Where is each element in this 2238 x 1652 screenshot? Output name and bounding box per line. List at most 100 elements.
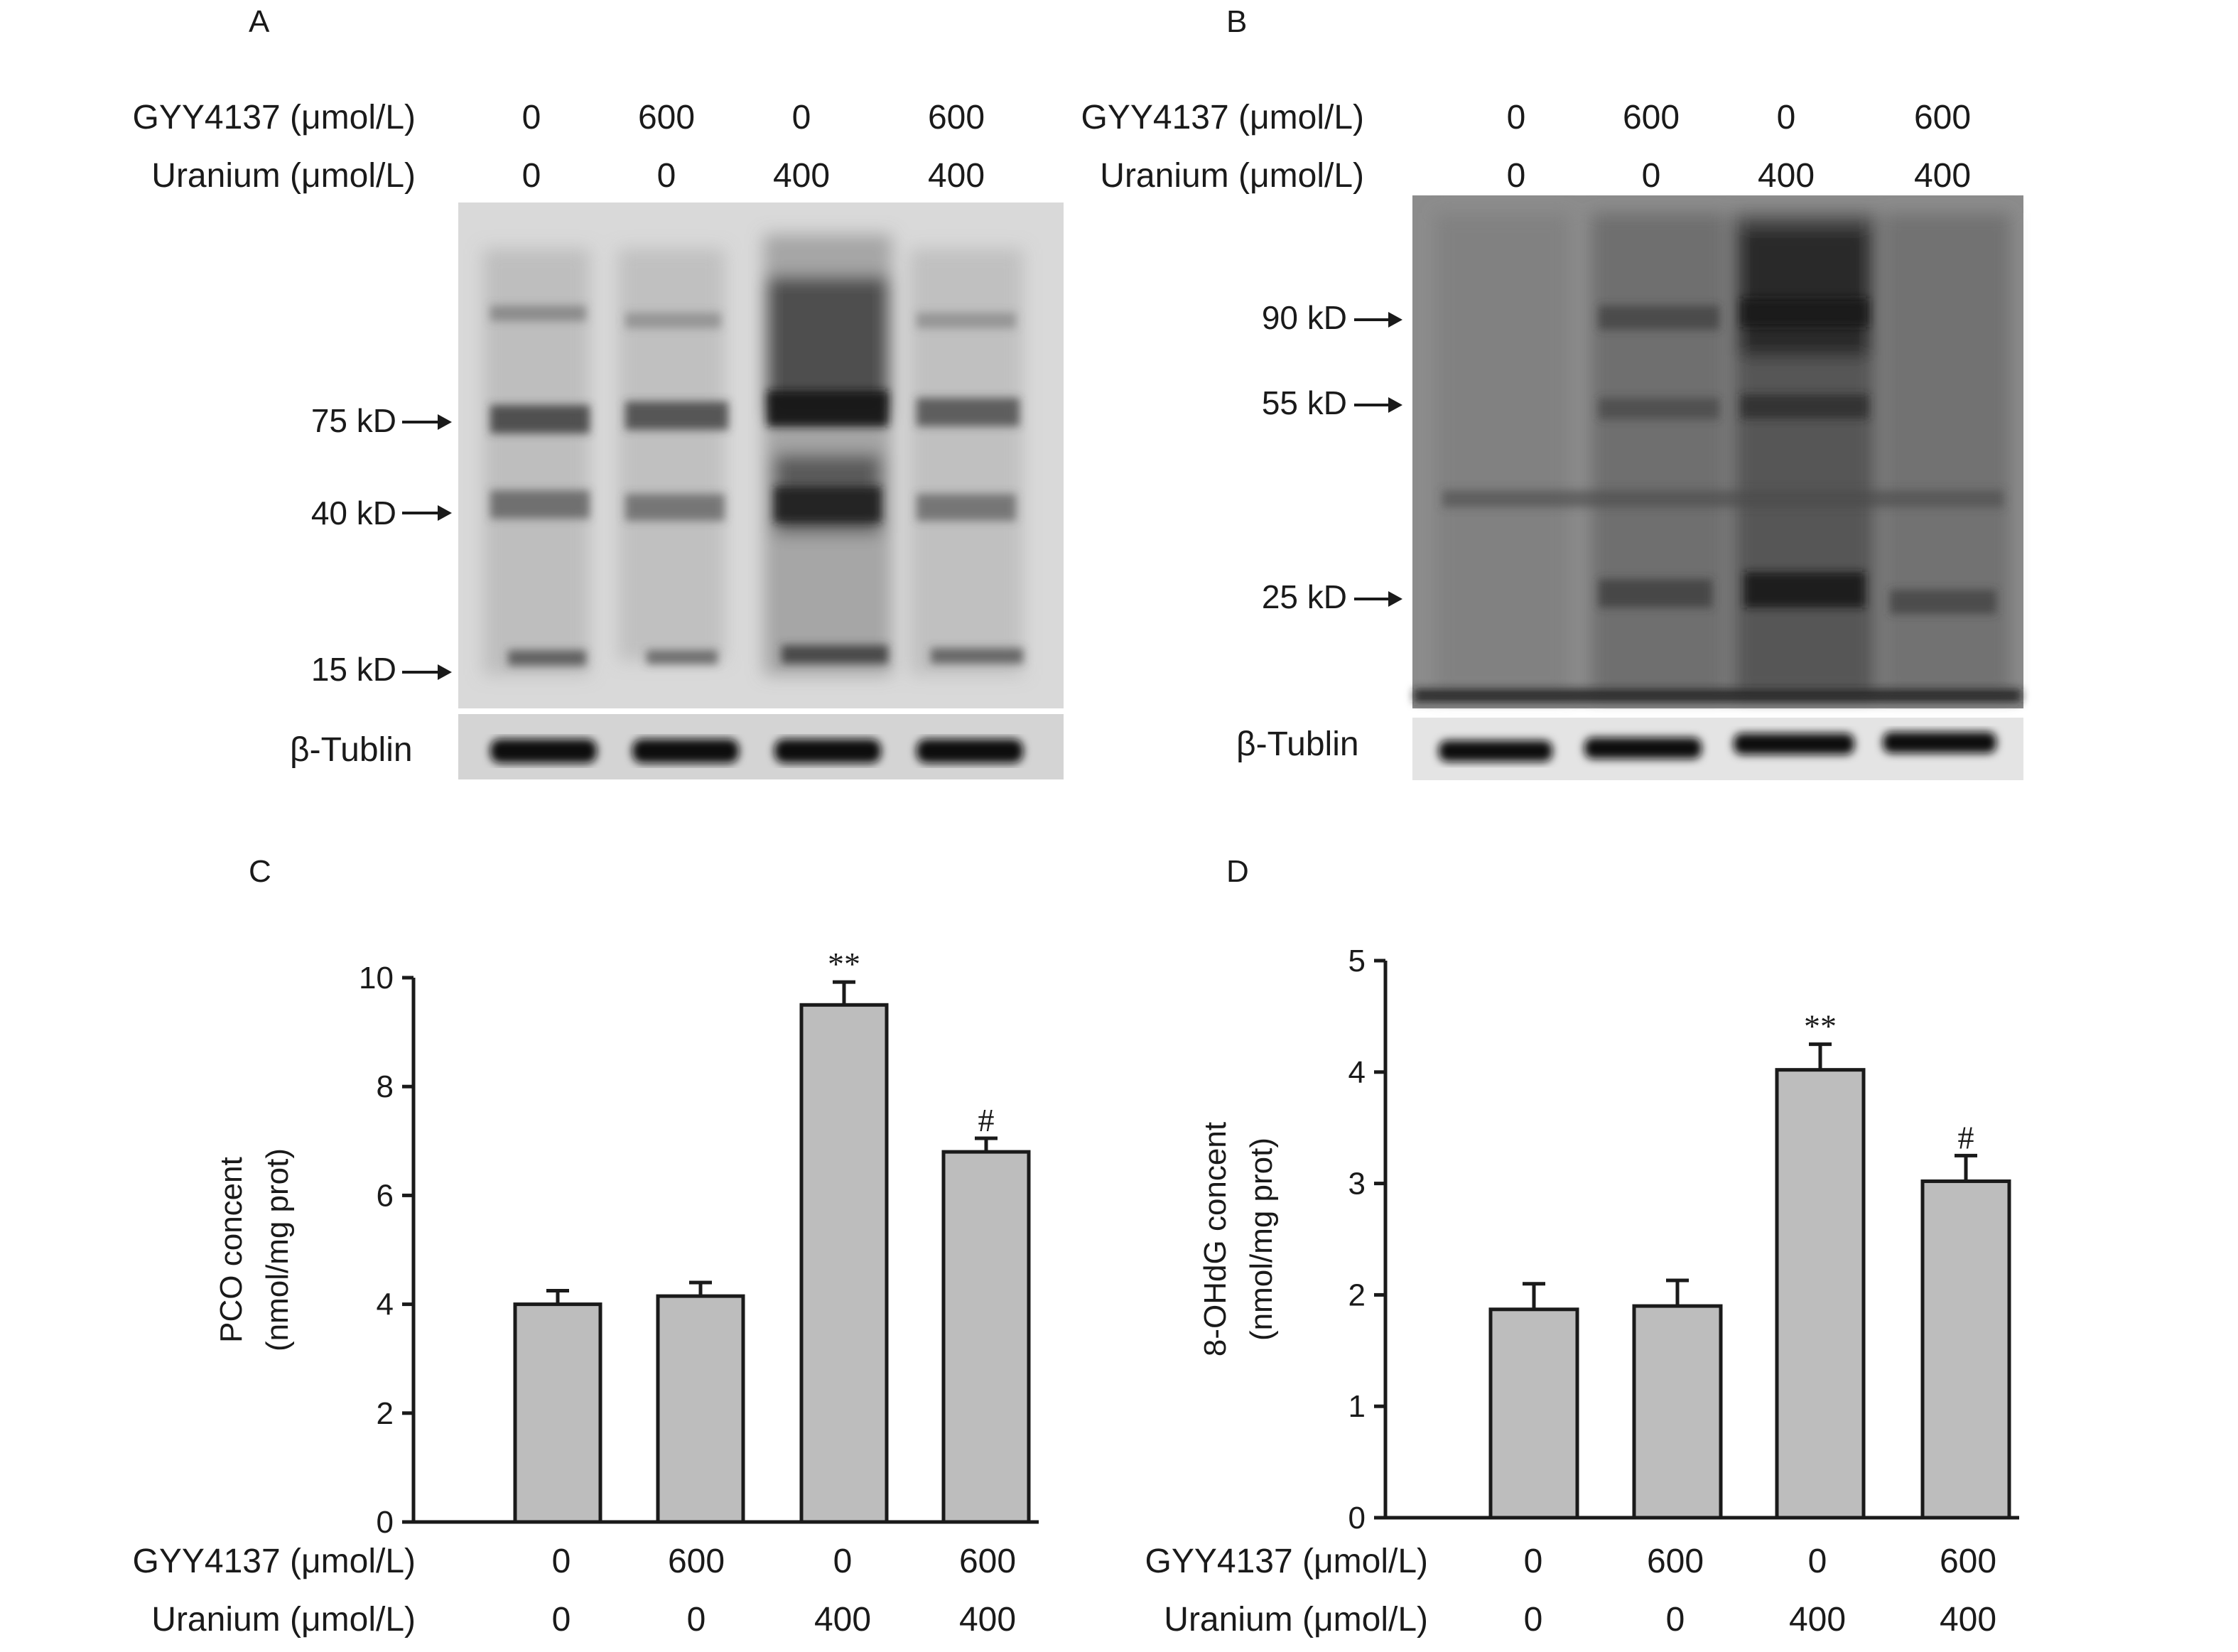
panel-c-significance-mark: ** <box>828 946 860 982</box>
panel-b-loading-band <box>1883 732 1996 753</box>
panel-c-uranium-value: 400 <box>958 1601 1017 1638</box>
panel-a-uranium-value: 0 <box>521 157 541 195</box>
panel-a-uranium-value: 0 <box>656 157 676 195</box>
panel-d-chart: 0 1 2 3 4 5 8-OHdG concent (nmol/mg prot) ** # <box>1198 944 2019 1535</box>
panel-d-gyy-value: 600 <box>1939 1543 1997 1580</box>
panel-c-gyy-label: GYY4137 (μmol/L) <box>132 1543 416 1580</box>
panel-b-loading-band <box>1734 733 1854 755</box>
panel-d-y-tick-label: 4 <box>1348 1055 1366 1090</box>
panel-c-gyy-value: 0 <box>551 1543 571 1580</box>
panel-b-bottom-line <box>1414 689 2021 702</box>
panel-b-band-90 <box>1741 298 1869 327</box>
panel-c-y-tick-label: 8 <box>377 1069 394 1104</box>
panel-c-uranium-value: 400 <box>813 1601 872 1638</box>
panel-b-blot <box>1412 195 2023 708</box>
panel-c-y-label-unit: (nmol/mg prot) <box>260 1148 295 1351</box>
panel-c-y-tick-label: 10 <box>359 961 394 995</box>
panel-d-y-tick-label: 3 <box>1348 1167 1366 1202</box>
panel-b-loading-label: β-Tublin <box>1236 725 1359 763</box>
panel-b-band-25 <box>1599 579 1712 608</box>
panel-c-gyy-value: 0 <box>833 1543 853 1580</box>
panel-a-lane <box>618 249 725 661</box>
panel-c-bar <box>656 1294 745 1524</box>
panel-b-marker-55: 55 kD <box>1261 384 1347 421</box>
panel-d-bar <box>1775 1068 1866 1520</box>
panel-b-band-25 <box>1744 572 1865 608</box>
panel-a-marker-75: 75 kD <box>310 402 396 439</box>
panel-d-uranium-value: 400 <box>1788 1601 1847 1638</box>
panel-b-gyy-value: 600 <box>1913 99 1972 136</box>
panel-a-gyy-value: 600 <box>637 99 696 136</box>
panel-b-marker-25: 25 kD <box>1261 578 1347 615</box>
panel-d-significance-mark: # <box>1958 1119 1974 1155</box>
panel-b-gyy-label: GYY4137 (μmol/L) <box>1081 99 1364 136</box>
panel-c-significance-mark: # <box>978 1102 995 1138</box>
panel-a-band-15 <box>508 650 586 666</box>
panel-c-chart: 0 2 4 6 8 10 PCO concent (nmol/mg prot) ** # <box>214 946 1039 1540</box>
panel-a-uranium-value: 400 <box>927 157 985 195</box>
panel-d-uranium-value: 400 <box>1939 1601 1997 1638</box>
panel-b-band-90 <box>1599 306 1719 330</box>
panel-d-bar <box>1632 1304 1723 1520</box>
panel-a-band-40 <box>917 494 1016 521</box>
panel-b-uranium-value: 0 <box>1641 157 1661 195</box>
panel-c-gyy-value: 600 <box>958 1543 1017 1580</box>
panel-a-marker-15: 15 kD <box>310 651 396 688</box>
panel-a-marker-40: 40 kD <box>310 495 396 531</box>
panel-c-uranium-value: 0 <box>686 1601 706 1638</box>
panel-a-gyy-value: 0 <box>521 99 541 136</box>
panel-a-gyy-label: GYY4137 (μmol/L) <box>132 99 416 136</box>
panel-d-y-tick-label: 2 <box>1348 1278 1366 1312</box>
panel-a-letter: A <box>249 4 270 39</box>
panel-b-uranium-value: 0 <box>1506 157 1526 195</box>
panel-b-uranium-value: 400 <box>1913 157 1972 195</box>
panel-a-band-15 <box>647 650 718 664</box>
panel-a-band-75 <box>767 391 888 426</box>
panel-b-lane <box>1591 213 1726 696</box>
panel-b-loading-blot <box>1412 718 2023 780</box>
panel-a-blot <box>458 203 1064 708</box>
panel-a-band-40 <box>490 490 590 519</box>
panel-a-band-15 <box>782 645 888 664</box>
panel-d-gyy-value: 600 <box>1646 1543 1704 1580</box>
panel-d-letter: D <box>1226 854 1249 889</box>
panel-d-uranium-label: Uranium (μmol/L) <box>1164 1601 1428 1638</box>
panel-a-uranium-value: 400 <box>772 157 831 195</box>
panel-d-bar <box>1488 1307 1579 1520</box>
panel-b-loading-band <box>1439 740 1552 762</box>
panel-a-band-40 <box>774 487 881 522</box>
panel-a-uranium-label: Uranium (μmol/L) <box>151 157 416 195</box>
panel-d-y-label-unit: (nmol/mg prot) <box>1244 1138 1279 1341</box>
panel-a-loading-band <box>774 739 881 763</box>
panel-c-uranium-value: 0 <box>551 1601 571 1638</box>
panel-a-marker-arrow <box>402 505 452 521</box>
panel-b-marker-arrow <box>1354 397 1402 413</box>
panel-d-y-label: 8-OHdG concent <box>1198 1122 1233 1356</box>
panel-a-marker-arrow <box>402 664 452 680</box>
panel-b-lane <box>1435 213 1570 696</box>
panel-c-y-tick-label: 2 <box>377 1396 394 1431</box>
panel-a-loading-band <box>632 739 739 763</box>
panel-d-y-tick-label: 0 <box>1348 1501 1366 1535</box>
panel-a-band <box>625 313 721 328</box>
panel-b-loading-band <box>1584 738 1702 759</box>
panel-c-uranium-label: Uranium (μmol/L) <box>151 1601 416 1638</box>
panel-c-gyy-value: 600 <box>667 1543 725 1580</box>
panel-b-band-55 <box>1599 398 1719 419</box>
panel-a-band-75 <box>917 398 1020 426</box>
panel-b-gyy-value: 0 <box>1776 99 1796 136</box>
panel-d-uranium-value: 0 <box>1523 1601 1543 1638</box>
panel-d-gyy-value: 0 <box>1807 1543 1827 1580</box>
panel-b-smear <box>1741 227 1869 355</box>
panel-b-marker-90: 90 kD <box>1261 299 1347 336</box>
panel-a-band-15 <box>931 648 1023 664</box>
panel-c-y-tick-label: 0 <box>377 1505 394 1540</box>
panel-b-uranium-value: 400 <box>1757 157 1815 195</box>
panel-d-uranium-value: 0 <box>1665 1601 1685 1638</box>
panel-c-letter: C <box>249 854 271 889</box>
panel-a-band <box>490 306 586 321</box>
panel-c-y-label: PCO concent <box>214 1157 249 1343</box>
panel-b-lane <box>1883 213 2011 696</box>
panel-c-bar <box>513 1302 602 1524</box>
